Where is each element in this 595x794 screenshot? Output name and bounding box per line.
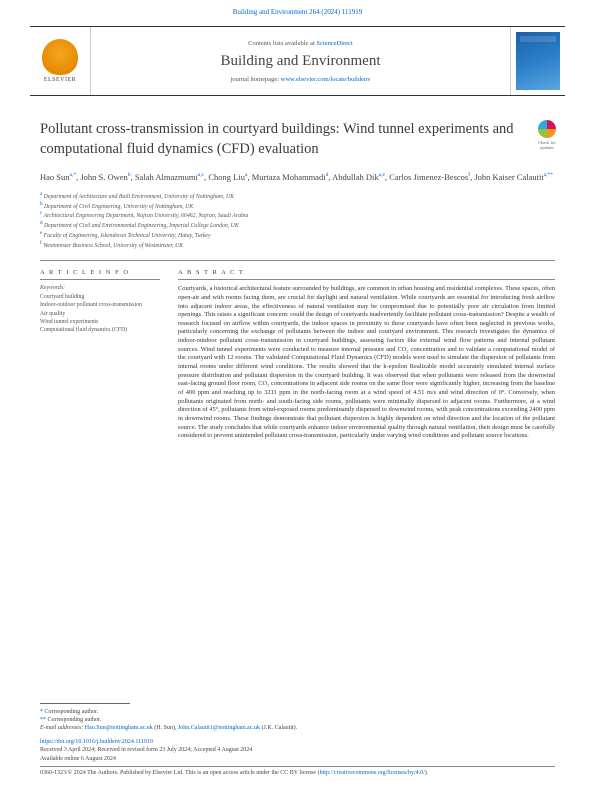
- journal-header: ELSEVIER Contents lists available at Sci…: [30, 26, 565, 96]
- publisher-logo[interactable]: ELSEVIER: [30, 27, 90, 95]
- corr-marker-2: **: [40, 717, 48, 723]
- journal-cover[interactable]: [511, 27, 565, 95]
- history-line: Received 3 April 2024; Received in revis…: [40, 746, 555, 754]
- info-abstract-row: A R T I C L E I N F O Keywords: Courtyar…: [40, 269, 555, 441]
- email-link-2[interactable]: John.Calautit1@nottingham.ac.uk: [178, 725, 260, 731]
- article-info-col: A R T I C L E I N F O Keywords: Courtyar…: [40, 269, 160, 441]
- abstract-col: A B S T R A C T Courtyards, a historical…: [178, 269, 555, 441]
- running-head: Building and Environment 264 (2024) 1119…: [0, 0, 595, 20]
- affiliation-line: a Department of Architecture and Built E…: [40, 192, 555, 202]
- header-center: Contents lists available at ScienceDirec…: [90, 27, 511, 95]
- abstract-text: Courtyards, a historical architectural f…: [178, 285, 555, 441]
- homepage-prefix: journal homepage:: [230, 76, 280, 83]
- copyright-pre: 0360-1323/© 2024 The Authors. Published …: [40, 770, 320, 776]
- corr-text-2: Corresponding author.: [48, 717, 102, 723]
- email-link-1[interactable]: Hao.Sun@nottingham.ac.uk: [85, 725, 153, 731]
- homepage-line: journal homepage: www.elsevier.com/locat…: [230, 76, 370, 83]
- keywords-list: Courtyard buildingIndoor-outdoor polluta…: [40, 293, 160, 334]
- doi-link[interactable]: https://doi.org/10.1016/j.buildenv.2024.…: [40, 739, 153, 745]
- check-updates-badge[interactable]: Check for updates: [533, 120, 561, 150]
- elsevier-tree-icon: [42, 39, 78, 75]
- copyright-post: ).: [425, 770, 429, 776]
- contents-line: Contents lists available at ScienceDirec…: [248, 40, 353, 47]
- email-who-2: (J.K. Calautit).: [260, 725, 297, 731]
- sciencedirect-link[interactable]: ScienceDirect: [316, 40, 352, 47]
- affiliation-line: d Department of Civil and Environmental …: [40, 221, 555, 231]
- footer: * Corresponding author. ** Corresponding…: [40, 703, 555, 776]
- article-title: Pollutant cross-transmission in courtyar…: [40, 120, 520, 159]
- cover-image: [516, 32, 560, 90]
- affiliation-line: f Westminster Business School, Universit…: [40, 241, 555, 251]
- citation-link[interactable]: Building and Environment 264 (2024) 1119…: [233, 8, 363, 16]
- email-who-1: (H. Sun),: [153, 725, 178, 731]
- abstract-head: A B S T R A C T: [178, 269, 555, 280]
- check-updates-label: Check for updates: [533, 140, 561, 150]
- section-rule: [40, 260, 555, 261]
- publisher-name: ELSEVIER: [44, 77, 76, 83]
- author-list: Hao Suna,*, John S. Owenb, Salah Almazmu…: [40, 171, 555, 184]
- affiliation-line: b Department of Civil Engineering, Unive…: [40, 202, 555, 212]
- cc-license-link[interactable]: http://creativecommons.org/licenses/by/4…: [320, 770, 425, 776]
- footnote-rule: [40, 703, 130, 704]
- copyright-rule: [40, 766, 555, 767]
- keywords-head: Keywords:: [40, 285, 160, 291]
- article-info-head: A R T I C L E I N F O: [40, 269, 160, 280]
- affiliations: a Department of Architecture and Built E…: [40, 192, 555, 250]
- doi-line: https://doi.org/10.1016/j.buildenv.2024.…: [40, 739, 555, 745]
- online-line: Available online 6 August 2024: [40, 755, 555, 763]
- corresponding-note: * Corresponding author. ** Corresponding…: [40, 708, 555, 733]
- copyright-line: 0360-1323/© 2024 The Authors. Published …: [40, 770, 555, 776]
- homepage-link[interactable]: www.elsevier.com/locate/buildenv: [281, 76, 371, 83]
- corr-text-1: Corresponding author.: [45, 709, 99, 715]
- affiliation-line: e Faculty of Engineering, Iskenderun Tec…: [40, 231, 555, 241]
- title-block: Check for updates Pollutant cross-transm…: [40, 120, 555, 159]
- journal-name: Building and Environment: [221, 53, 381, 70]
- email-label: E-mail addresses:: [40, 725, 85, 731]
- crossmark-icon: [538, 120, 556, 138]
- contents-prefix: Contents lists available at: [248, 40, 316, 47]
- affiliation-line: c Architectural Engineering Department, …: [40, 211, 555, 221]
